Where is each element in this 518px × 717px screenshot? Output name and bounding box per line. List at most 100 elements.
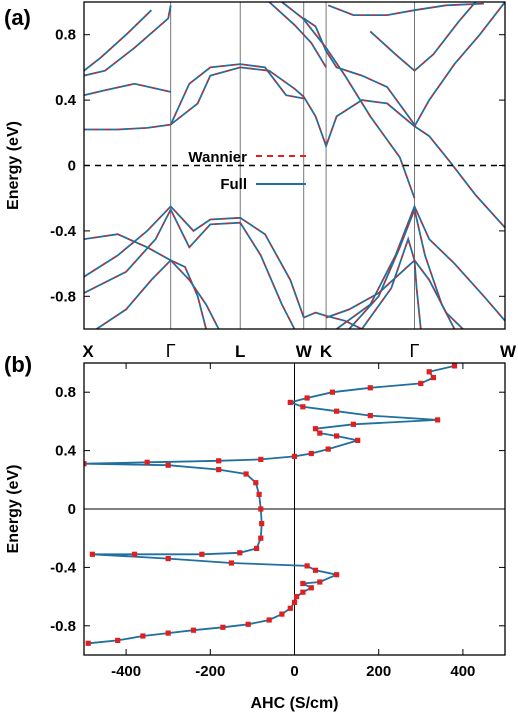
ahc-wannier-point xyxy=(308,450,314,457)
ahc-wannier-point xyxy=(350,421,356,427)
band-wannier-line xyxy=(170,63,304,125)
ahc-wannier-point xyxy=(245,621,251,627)
band-full-line xyxy=(84,5,172,77)
band-wannier-line xyxy=(414,125,505,229)
ahc-wannier-point xyxy=(367,413,373,419)
band-wannier-line xyxy=(84,123,171,131)
ytick-label: -0.8 xyxy=(50,618,76,635)
ahc-wannier-point xyxy=(300,404,306,410)
ahc-wannier-point xyxy=(334,408,340,414)
ahc-wannier-point xyxy=(300,589,306,595)
ahc-wannier-point xyxy=(430,375,436,381)
kpoint-label: X xyxy=(82,342,94,361)
band-wannier-line xyxy=(84,205,305,318)
ahc-wannier-point xyxy=(84,461,87,467)
ahc-wannier-point xyxy=(190,627,197,633)
ahc-wannier-point xyxy=(243,471,249,477)
ahc-wannier-point xyxy=(144,459,150,465)
band-wannier-line xyxy=(84,9,152,72)
ahc-wannier-point xyxy=(258,506,264,512)
ahc-series-group xyxy=(84,363,458,646)
ytick-label: 0 xyxy=(68,501,76,518)
band-wannier-line xyxy=(325,259,464,329)
ahc-wannier-point xyxy=(317,579,323,585)
ahc-wannier-point xyxy=(300,580,306,587)
xtick-label: -200 xyxy=(195,663,225,680)
ytick-label: 0 xyxy=(68,158,76,175)
ahc-wannier-point xyxy=(355,437,361,443)
band-wannier-line xyxy=(84,233,220,329)
band-full-line xyxy=(84,82,171,97)
kpoint-label: W xyxy=(296,342,313,361)
ahc-wannier-point xyxy=(165,630,171,636)
band-wannier-line xyxy=(348,207,456,329)
ahc-wannier-point xyxy=(435,417,441,423)
band-full-line xyxy=(84,205,305,318)
ahc-wannier-point xyxy=(451,363,458,369)
ahc-wannier-point xyxy=(220,624,226,630)
ahc-wannier-point xyxy=(89,551,95,557)
bands-group xyxy=(84,2,505,329)
band-wannier-line xyxy=(327,2,484,16)
ahc-wannier-point xyxy=(165,462,171,468)
y-axis-label: Energy (eV) xyxy=(5,121,22,210)
ahc-wannier-point xyxy=(304,563,310,569)
kpoint-label: Γ xyxy=(166,341,176,361)
band-wannier-line xyxy=(303,96,415,148)
panel-label-b: (b) xyxy=(4,352,32,377)
band-full-line xyxy=(303,17,416,126)
kpoint-label: W xyxy=(500,342,517,361)
ahc-wannier-point xyxy=(294,594,300,600)
ahc-wannier-point xyxy=(287,605,293,611)
ahc-wannier-point xyxy=(308,585,314,591)
ahc-wannier-point xyxy=(426,369,432,375)
xtick-label: 400 xyxy=(450,663,475,680)
band-wannier-line xyxy=(268,2,327,68)
ahc-wannier-point xyxy=(259,521,265,527)
kpoint-label: L xyxy=(235,342,245,361)
ytick-label: 0.8 xyxy=(55,27,76,44)
ahc-wannier-point xyxy=(266,617,272,623)
kpoint-label: K xyxy=(320,342,333,361)
ahc-plot: -0.8 -0.4 0 0.4 0.8 -400 -200 0 200 400 Energy (eV… xyxy=(5,362,506,712)
legend-label-wannier: Wannier xyxy=(188,149,247,166)
ahc-wannier-point xyxy=(334,572,340,578)
x-axis-label: AHC (S/cm) xyxy=(250,695,338,712)
xtick-label: 200 xyxy=(366,663,391,680)
band-full-line xyxy=(361,236,422,329)
ahc-wannier-point xyxy=(199,551,205,557)
ahc-wannier-point xyxy=(287,399,293,405)
ahc-wannier-point xyxy=(418,380,424,386)
band-full-line xyxy=(303,96,416,149)
ahc-wannier-point xyxy=(228,560,234,566)
ahc-wannier-point xyxy=(312,426,319,432)
ahc-wannier-point xyxy=(291,453,298,459)
band-wannier-line xyxy=(303,311,363,329)
band-wannier-line xyxy=(96,259,207,329)
band-wannier-line xyxy=(84,5,172,77)
ytick-label: -0.8 xyxy=(50,288,76,305)
band-wannier-line xyxy=(369,2,476,72)
band-wannier-line xyxy=(336,204,505,329)
ytick-label: 0.4 xyxy=(55,92,77,109)
ahc-wannier-point xyxy=(165,556,171,562)
ahc-wannier-point xyxy=(291,599,298,605)
ahc-wannier-point xyxy=(253,480,259,486)
ahc-wannier-point xyxy=(115,637,121,643)
ahc-wannier-point xyxy=(325,446,331,452)
ahc-wannier-point xyxy=(237,550,243,556)
ahc-wannier-point xyxy=(329,389,335,395)
kpoint-label: Γ xyxy=(410,341,420,361)
ytick-label: -0.4 xyxy=(50,559,77,576)
ahc-wannier-point xyxy=(131,551,138,557)
band-wannier-line xyxy=(281,2,416,199)
ahc-wannier-point xyxy=(216,458,222,464)
band-wannier-line xyxy=(84,83,171,96)
band-full-line xyxy=(169,63,304,125)
ahc-wannier-point xyxy=(367,385,373,391)
ahc-wannier-point xyxy=(317,430,323,436)
band-full-line xyxy=(327,2,484,16)
